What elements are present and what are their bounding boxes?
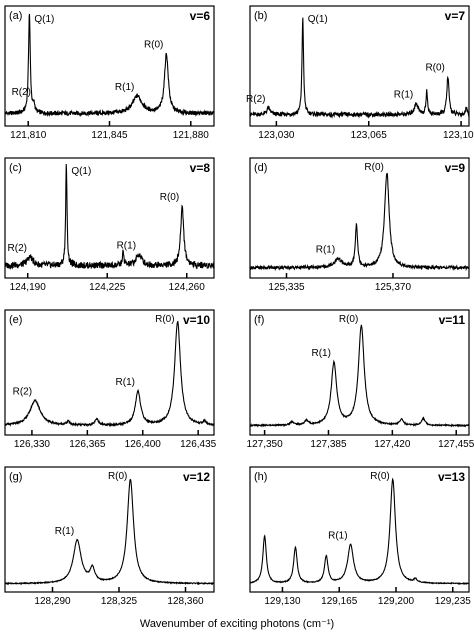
panel-letter: (d): [254, 162, 267, 174]
panel-1: 121,810 121,845 121,880 (a) v=6 Q(1) R(2) R(1) R…: [4, 5, 215, 141]
panel-frame: [4, 466, 215, 593]
spectrum-line: [4, 320, 215, 428]
spectrum-line: [4, 163, 215, 270]
line-label: R(2): [12, 87, 31, 98]
panel-frame: [4, 309, 215, 436]
vibrational-level-label: v=13: [438, 470, 465, 484]
panel-frame: [249, 309, 470, 436]
panel-letter: (e): [9, 314, 22, 326]
panel-letter: (h): [254, 471, 267, 483]
panel-letter: (g): [9, 471, 22, 483]
line-label: R(2): [246, 94, 265, 105]
x-tick-label: 126,365: [69, 439, 106, 450]
x-tick-label: 123,100: [443, 130, 474, 141]
line-label: R(1): [328, 530, 347, 541]
panel-letter: (c): [9, 162, 22, 174]
vibrational-level-label: v=7: [445, 9, 466, 23]
vibrational-level-label: v=6: [190, 9, 211, 23]
line-label: R(0): [370, 471, 389, 482]
x-tick-label: 126,435: [180, 439, 217, 450]
x-axis-title: Wavenumber of exciting photons (cm⁻¹): [140, 618, 334, 630]
line-label: Q(1): [308, 14, 328, 25]
line-label: R(1): [311, 348, 330, 359]
x-tick-label: 128,325: [101, 596, 138, 607]
x-tick-label: 125,370: [375, 282, 412, 293]
spectrum-line: [249, 324, 470, 428]
line-label: R(0): [108, 471, 127, 482]
spectrum-line: [249, 477, 470, 586]
line-label: R(1): [394, 90, 413, 101]
line-label: R(0): [144, 39, 163, 50]
vibrational-level-label: v=10: [183, 313, 210, 327]
line-label: R(1): [115, 82, 134, 93]
x-tick-label: 123,065: [351, 130, 388, 141]
line-label: R(0): [425, 63, 444, 74]
panel-frame: [249, 466, 470, 593]
line-label: R(0): [160, 192, 179, 203]
line-label: R(2): [13, 387, 32, 398]
panel-7: 128,290 128,325 128,360 (g) v=12 R(1) R(0): [4, 466, 215, 607]
x-tick-label: 129,165: [321, 596, 358, 607]
x-tick-label: 121,845: [91, 130, 128, 141]
panel-frame: [4, 157, 215, 279]
line-label: R(1): [116, 377, 135, 388]
panel-letter: (f): [254, 314, 264, 326]
x-tick-label: 125,335: [268, 282, 305, 293]
panel-3: 124,190 124,225 124,260 (c) v=8 R(2) Q(1) R(1) R…: [4, 157, 215, 293]
x-tick-label: 128,290: [34, 596, 71, 607]
x-tick-label: 127,350: [247, 439, 284, 450]
x-tick-label: 121,880: [173, 130, 210, 141]
line-label: Q(1): [71, 166, 91, 177]
line-label: R(1): [316, 244, 335, 255]
panel-8: 129,130 129,165 129,200 129,235 (h) v=13 R(1) R…: [249, 466, 472, 607]
line-label: R(0): [364, 162, 383, 173]
spectra-panels: 121,810 121,845 121,880 (a) v=6 Q(1) R(2) R(1) R…: [4, 5, 474, 607]
x-tick-label: 123,030: [258, 130, 295, 141]
vibrational-level-label: v=12: [183, 470, 210, 484]
panel-letter: (b): [254, 10, 267, 22]
spectrum-line: [249, 17, 470, 119]
line-label: R(0): [339, 314, 358, 325]
x-tick-label: 121,810: [10, 130, 47, 141]
line-label: R(1): [117, 241, 136, 252]
vibrational-level-label: v=11: [439, 313, 466, 327]
panel-frame: [249, 5, 470, 127]
line-label: R(1): [55, 526, 74, 537]
x-tick-label: 128,360: [167, 596, 204, 607]
vibrational-level-label: v=9: [445, 161, 466, 175]
x-tick-label: 124,190: [10, 282, 47, 293]
panel-4: 125,335 125,370 (d) v=9 R(1) R(0): [249, 157, 470, 293]
panel-6: 127,350 127,385 127,420 127,455 (f) v=11 R(1) R…: [247, 309, 474, 450]
x-tick-label: 124,225: [89, 282, 126, 293]
vibrational-level-label: v=8: [190, 161, 211, 175]
spectrum-line: [4, 13, 215, 118]
panel-5: 126,330 126,365 126,400 126,435 (e) v=10 R(2) R…: [4, 309, 217, 450]
x-tick-label: 129,130: [264, 596, 301, 607]
line-label: R(0): [155, 314, 174, 325]
x-tick-label: 126,400: [125, 439, 162, 450]
x-tick-label: 127,455: [438, 439, 474, 450]
x-tick-label: 126,330: [14, 439, 51, 450]
panel-letter: (a): [9, 10, 22, 22]
spectrum-line: [249, 172, 470, 272]
x-tick-label: 129,200: [378, 596, 415, 607]
panel-frame: [249, 157, 470, 279]
x-tick-label: 124,260: [169, 282, 206, 293]
panel-2: 123,030 123,065 123,100 (b) v=7 R(2) Q(1) R(1) R…: [246, 5, 474, 141]
x-tick-label: 127,420: [374, 439, 411, 450]
spectrum-line: [4, 478, 215, 586]
x-tick-label: 127,385: [310, 439, 347, 450]
line-label: Q(1): [34, 14, 54, 25]
x-tick-label: 129,235: [435, 596, 472, 607]
line-label: R(2): [8, 243, 27, 254]
